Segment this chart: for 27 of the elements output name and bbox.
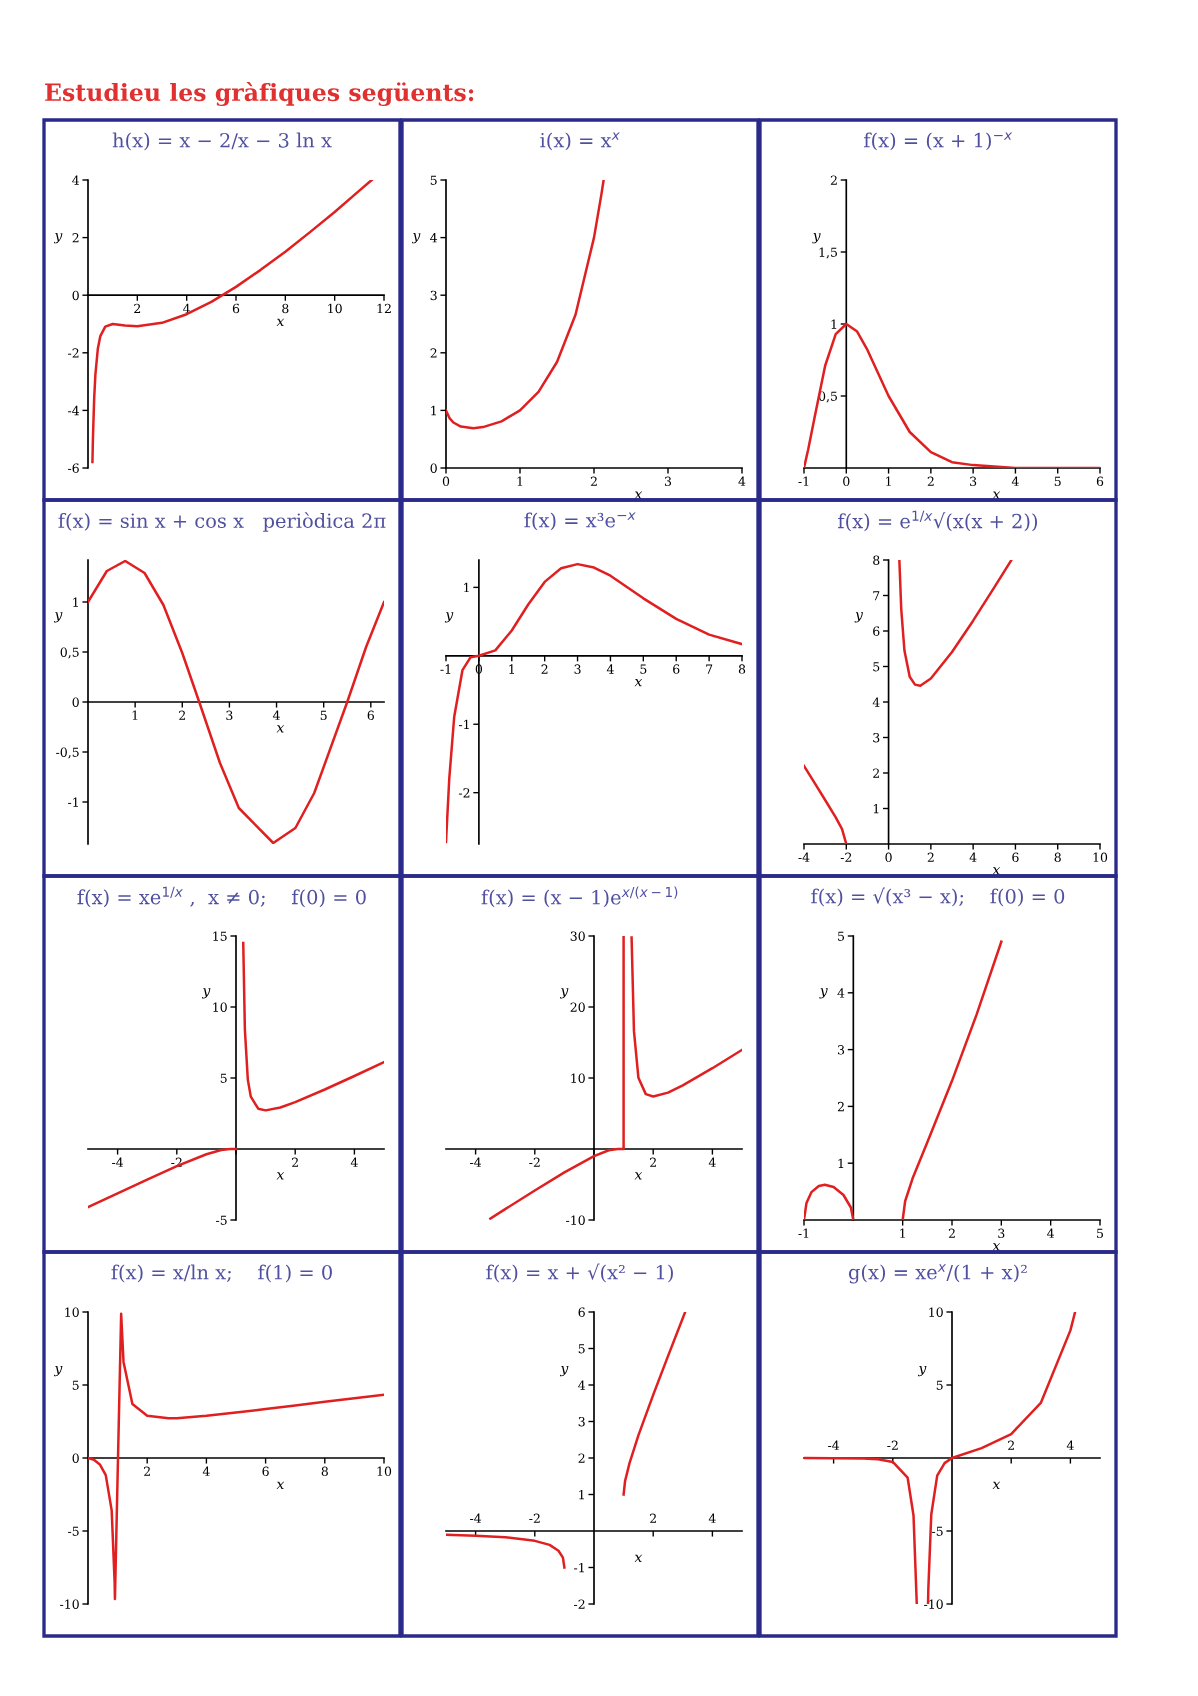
chart-title: f(x) = √(x³ − x); f(0) = 0 [811, 887, 1065, 907]
line-series [804, 764, 848, 844]
chart-title: i(x) = x$^{x}$ [540, 132, 620, 151]
chart-title: f(x) = (x − 1)e$^{x/(x−1)}$ [481, 886, 678, 908]
chart-title: f(x) = (x + 1)$^{−x}$ [864, 132, 1013, 151]
chart-title: h(x) = x − 2/x − 3 ln x [112, 132, 332, 151]
chart-title: f(x) = x + √(x² − 1) [486, 1263, 673, 1283]
chart-title: f(x) = sin x + cos x periòdica 2π [58, 512, 386, 532]
line-series [804, 1183, 855, 1220]
line-series [446, 180, 605, 430]
line-series [898, 560, 1013, 687]
text: Estudieu les gràfiques següents: [45, 81, 474, 107]
line-series [630, 936, 742, 1098]
chart-title: f(x) = x/ln x; f(1) = 0 [111, 1264, 332, 1283]
chart-title: g(x) = xe$^{x}$/(1 + x)² [848, 1264, 1027, 1284]
line-series [91, 180, 373, 464]
line-series [622, 1312, 687, 1496]
line-series [88, 560, 384, 844]
chart-title: f(x) = x³e$^{−x}$ [524, 512, 636, 531]
line-series [242, 941, 384, 1112]
chart-title: f(x) = e$^{1/x}$√(x(x + 2)) [838, 510, 1038, 532]
line-series [804, 1456, 919, 1604]
chart-title: f(x) = xe$^{1/x}$ , x ≠ 0; f(0) = 0 [77, 886, 366, 908]
line-series [804, 322, 1100, 468]
line-series [446, 1533, 566, 1569]
line-series [901, 940, 1003, 1220]
line-series [88, 1147, 238, 1209]
